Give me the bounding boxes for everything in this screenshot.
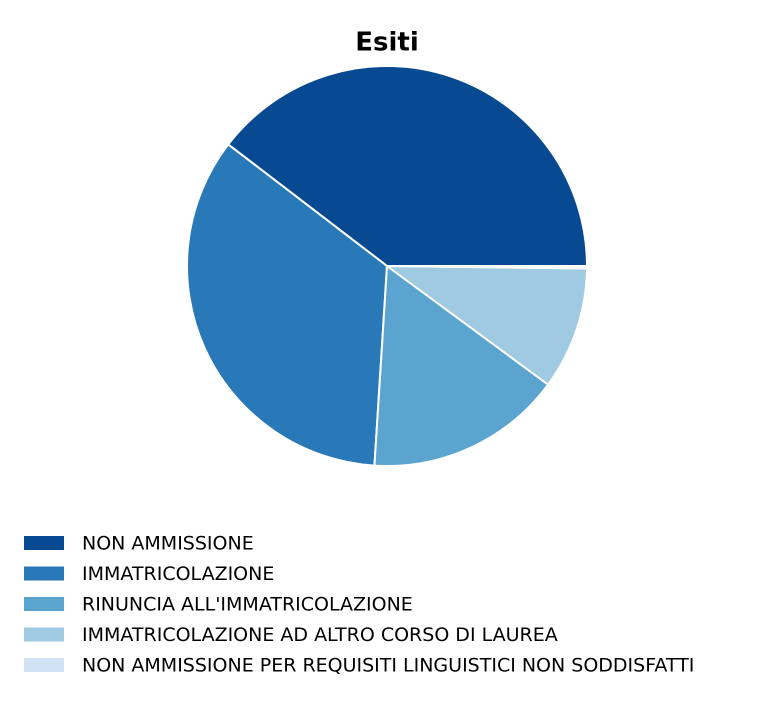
pie-slice <box>383 264 588 386</box>
pie-slice <box>226 65 589 267</box>
legend-swatch <box>24 536 64 550</box>
legend-swatch <box>24 658 64 672</box>
legend-label: IMMATRICOLAZIONE <box>82 563 274 585</box>
chart-title: Esiti <box>355 28 419 58</box>
legend-swatch <box>24 627 64 642</box>
legend-label: IMMATRICOLAZIONE AD ALTRO CORSO DI LAURE… <box>82 624 558 646</box>
pie-slice <box>386 265 589 270</box>
pie-slice <box>373 264 550 467</box>
pie-slice <box>186 143 389 467</box>
legend-label: NON AMMISSIONE <box>82 533 254 555</box>
legend-swatch <box>24 597 64 611</box>
legend-swatch <box>24 566 64 581</box>
legend-label: NON AMMISSIONE PER REQUISITI LINGUISTICI… <box>82 655 694 677</box>
legend-label: RINUNCIA ALL'IMMATRICOLAZIONE <box>82 594 413 616</box>
